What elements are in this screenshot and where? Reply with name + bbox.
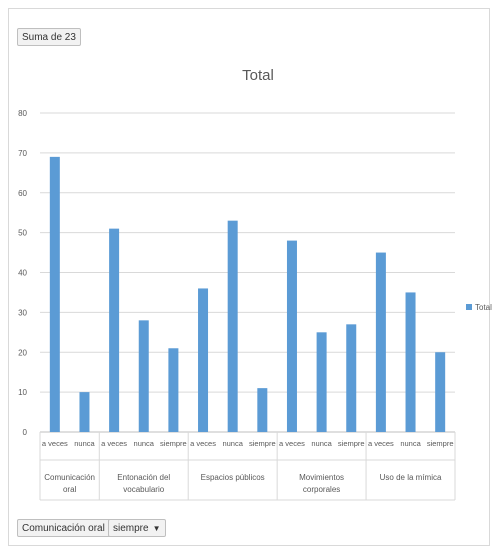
x-tick-label: nunca [74, 439, 95, 448]
x-tick-label: a veces [368, 439, 394, 448]
y-tick-label: 30 [18, 308, 27, 317]
legend-swatch [466, 304, 472, 310]
y-tick-label: 60 [18, 189, 27, 198]
group-label: Uso de la mímica [380, 473, 442, 482]
y-tick-label: 0 [23, 428, 28, 437]
x-tick-label: a veces [101, 439, 127, 448]
bar [79, 392, 90, 432]
bar [316, 332, 327, 432]
bar [257, 388, 268, 432]
bar [168, 348, 179, 432]
x-tick-label: nunca [134, 439, 155, 448]
bar [405, 292, 416, 432]
bar [435, 352, 446, 432]
filter-label: siempre [113, 523, 149, 534]
bar [286, 240, 297, 432]
x-tick-label: a veces [190, 439, 216, 448]
y-tick-label: 50 [18, 229, 27, 238]
x-tick-label: nunca [400, 439, 421, 448]
bar [49, 156, 60, 433]
filter-button-siempre[interactable]: siempre ▼ [108, 519, 166, 537]
filter-button-comunicacion-oral[interactable]: Comunicación oral▼ [17, 519, 122, 537]
y-tick-label: 80 [18, 109, 27, 118]
bar [138, 320, 149, 432]
x-tick-label: a veces [42, 439, 68, 448]
bar [198, 288, 209, 432]
group-label: Espacios públicos [201, 473, 265, 482]
y-tick-label: 20 [18, 348, 27, 357]
x-tick-label: nunca [222, 439, 243, 448]
dropdown-arrow-icon[interactable]: ▼ [152, 524, 161, 533]
y-tick-label: 40 [18, 269, 27, 278]
group-label: Comunicación oral [44, 473, 95, 494]
chart-frame [8, 8, 490, 546]
y-tick-label: 10 [18, 388, 27, 397]
x-tick-label: siempre [427, 439, 454, 448]
legend-label: Total [475, 303, 492, 312]
bar [109, 228, 120, 432]
value-field-button[interactable]: Suma de 23 [17, 28, 81, 46]
bar [375, 252, 386, 432]
value-field-label: Suma de 23 [22, 32, 76, 43]
group-label: Entonación del vocabulario [117, 473, 170, 494]
x-tick-label: siempre [249, 439, 276, 448]
bar [227, 220, 238, 432]
group-label: Movimientos corporales [299, 473, 344, 494]
x-tick-label: a veces [279, 439, 305, 448]
bar [346, 324, 357, 432]
x-tick-label: siempre [338, 439, 365, 448]
y-tick-label: 70 [18, 149, 27, 158]
x-tick-label: siempre [160, 439, 187, 448]
x-tick-label: nunca [311, 439, 332, 448]
filter-label: Comunicación oral [22, 523, 105, 534]
chart-title: Total [242, 67, 274, 84]
